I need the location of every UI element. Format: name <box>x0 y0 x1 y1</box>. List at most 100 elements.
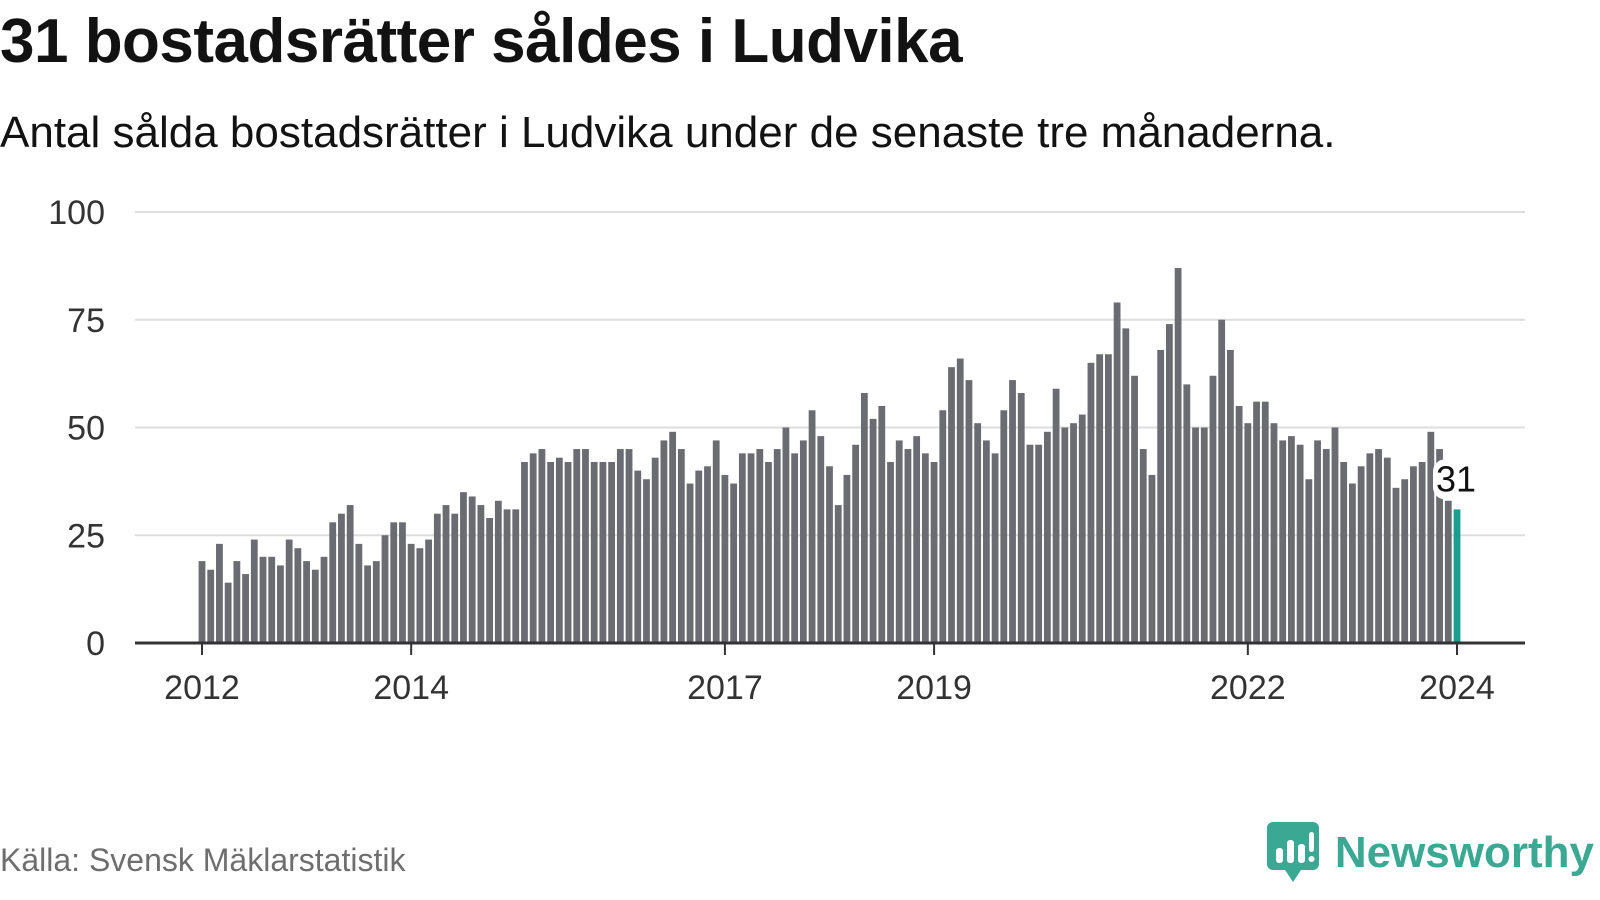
bar <box>285 539 293 643</box>
bar <box>468 496 476 643</box>
bar <box>956 358 964 643</box>
bar <box>1139 449 1147 643</box>
x-tick-label: 2017 <box>687 669 763 707</box>
bar <box>494 500 502 643</box>
bar <box>1410 466 1417 643</box>
brand-logo[interactable]: Newsworthy <box>1266 820 1594 886</box>
bar <box>451 513 459 643</box>
bar <box>486 518 494 643</box>
chart-bubble-icon <box>1266 822 1319 882</box>
bar <box>564 461 572 643</box>
bar <box>582 449 589 643</box>
bar <box>616 449 624 643</box>
bar <box>738 453 746 643</box>
bar <box>329 522 337 643</box>
bar <box>643 479 650 643</box>
bar <box>1218 319 1226 643</box>
bar <box>921 453 929 643</box>
bar <box>224 582 232 643</box>
bar <box>782 427 790 643</box>
bar <box>259 556 267 643</box>
bar <box>1253 401 1260 643</box>
bar <box>808 410 816 643</box>
bar <box>216 543 223 643</box>
bar <box>338 513 345 643</box>
bar <box>1279 440 1287 643</box>
bar <box>747 453 755 643</box>
bar <box>529 453 537 643</box>
x-tick-label: 2014 <box>373 669 449 707</box>
bar <box>381 535 389 643</box>
bar <box>791 453 799 643</box>
bar <box>817 436 825 643</box>
bar <box>346 505 354 643</box>
chart-subtitle: Antal sålda bostadsrätter i Ludvika unde… <box>0 108 1336 157</box>
bar <box>303 561 310 643</box>
bar <box>1288 436 1295 643</box>
bar <box>625 449 633 643</box>
bar <box>1392 487 1400 643</box>
bar <box>1322 449 1330 643</box>
y-tick-label: 75 <box>67 302 105 340</box>
bar <box>198 561 206 643</box>
bar <box>242 574 249 643</box>
bar <box>608 461 616 643</box>
bar <box>477 505 485 643</box>
bar <box>1017 393 1025 643</box>
bar <box>1357 466 1365 643</box>
bar <box>948 367 955 643</box>
bar <box>834 505 842 643</box>
bar <box>860 393 868 643</box>
bar <box>1148 474 1156 643</box>
bar <box>974 423 982 643</box>
bar <box>686 483 694 643</box>
y-tick-label: 0 <box>86 625 105 663</box>
bar <box>1227 349 1234 643</box>
bar <box>1340 461 1348 643</box>
chart-title: 31 bostadsrätter såldes i Ludvika <box>0 7 963 76</box>
source-note: Källa: Svensk Mäklarstatistik <box>0 842 406 878</box>
bar <box>1000 410 1008 643</box>
bar <box>1427 431 1435 643</box>
bar <box>250 539 258 643</box>
bar <box>503 509 511 643</box>
bar <box>730 483 738 643</box>
bar <box>904 449 912 643</box>
bar <box>1235 405 1243 643</box>
bar <box>852 444 860 643</box>
bar <box>1096 354 1104 643</box>
y-tick-label: 50 <box>67 410 105 448</box>
bar <box>372 561 380 643</box>
bar <box>1122 328 1130 643</box>
bar <box>1052 388 1060 643</box>
bar <box>1331 427 1339 643</box>
bar <box>512 509 520 643</box>
x-tick-label: 2019 <box>896 669 972 707</box>
bar <box>442 505 450 643</box>
bar <box>233 561 241 643</box>
bar <box>590 461 598 643</box>
bar <box>1209 375 1217 643</box>
bar <box>1026 444 1034 643</box>
bar <box>1200 427 1208 643</box>
bar <box>1157 349 1165 643</box>
bar <box>799 440 807 643</box>
bar <box>1383 457 1391 643</box>
bar <box>826 466 833 643</box>
bar <box>712 440 720 643</box>
bar <box>433 513 441 643</box>
bar <box>695 470 703 643</box>
bar <box>634 470 642 643</box>
bar <box>1078 414 1086 643</box>
bar <box>1087 362 1095 643</box>
bar <box>407 543 415 643</box>
bar <box>669 431 677 643</box>
bar <box>1261 401 1269 643</box>
bar <box>869 418 877 643</box>
bar <box>277 565 284 643</box>
bar <box>1296 444 1304 643</box>
bar <box>773 449 781 643</box>
bar <box>1444 500 1452 643</box>
bar <box>1418 461 1426 643</box>
bar <box>599 461 607 643</box>
